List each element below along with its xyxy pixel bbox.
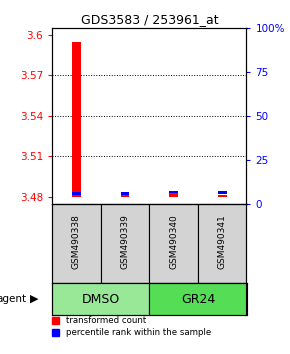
Bar: [198, 204, 246, 283]
Bar: [52, 204, 101, 283]
Text: GSM490340: GSM490340: [169, 215, 178, 269]
Text: ▶: ▶: [30, 294, 39, 304]
Bar: [72, 192, 81, 195]
Text: GSM490339: GSM490339: [121, 214, 130, 269]
Title: GDS3583 / 253961_at: GDS3583 / 253961_at: [81, 13, 218, 26]
Bar: [218, 192, 226, 194]
Text: agent: agent: [0, 294, 27, 304]
Bar: [149, 283, 246, 315]
Bar: [72, 42, 81, 197]
Bar: [121, 195, 129, 197]
Text: GSM490338: GSM490338: [72, 214, 81, 269]
Text: GR24: GR24: [181, 293, 215, 306]
Bar: [101, 204, 149, 283]
Legend: transformed count, percentile rank within the sample: transformed count, percentile rank withi…: [51, 315, 213, 339]
Bar: [121, 192, 129, 195]
Bar: [149, 204, 198, 283]
Text: GSM490341: GSM490341: [218, 215, 227, 269]
Bar: [169, 193, 178, 197]
Text: DMSO: DMSO: [82, 293, 120, 306]
Bar: [169, 192, 178, 193]
Bar: [52, 283, 149, 315]
Bar: [218, 195, 226, 197]
